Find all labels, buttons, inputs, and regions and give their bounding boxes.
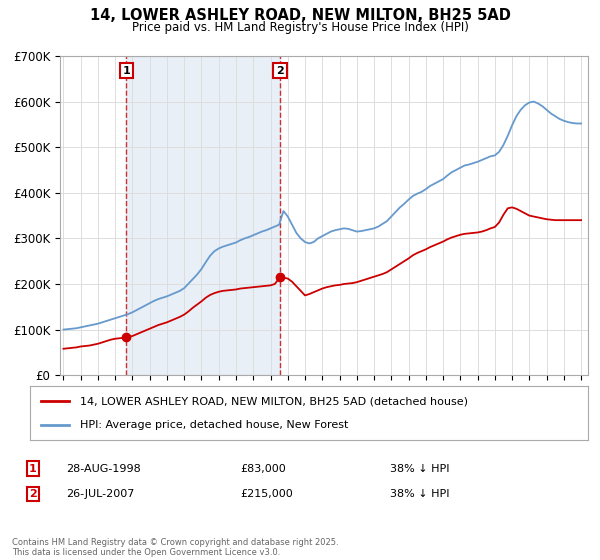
- Text: 28-AUG-1998: 28-AUG-1998: [66, 464, 141, 474]
- Text: £215,000: £215,000: [240, 489, 293, 499]
- Text: 38% ↓ HPI: 38% ↓ HPI: [390, 489, 449, 499]
- Text: 26-JUL-2007: 26-JUL-2007: [66, 489, 134, 499]
- Text: 38% ↓ HPI: 38% ↓ HPI: [390, 464, 449, 474]
- Bar: [127, 56, 280, 375]
- Text: £83,000: £83,000: [240, 464, 286, 474]
- Text: 1: 1: [29, 464, 37, 474]
- Text: Contains HM Land Registry data © Crown copyright and database right 2025.
This d: Contains HM Land Registry data © Crown c…: [12, 538, 338, 557]
- Text: 2: 2: [276, 66, 284, 76]
- Text: 2: 2: [29, 489, 37, 499]
- Text: 14, LOWER ASHLEY ROAD, NEW MILTON, BH25 5AD (detached house): 14, LOWER ASHLEY ROAD, NEW MILTON, BH25 …: [80, 396, 468, 407]
- Text: 1: 1: [122, 66, 130, 76]
- Text: HPI: Average price, detached house, New Forest: HPI: Average price, detached house, New …: [80, 419, 349, 430]
- Text: Price paid vs. HM Land Registry's House Price Index (HPI): Price paid vs. HM Land Registry's House …: [131, 21, 469, 34]
- Text: 14, LOWER ASHLEY ROAD, NEW MILTON, BH25 5AD: 14, LOWER ASHLEY ROAD, NEW MILTON, BH25 …: [89, 8, 511, 24]
